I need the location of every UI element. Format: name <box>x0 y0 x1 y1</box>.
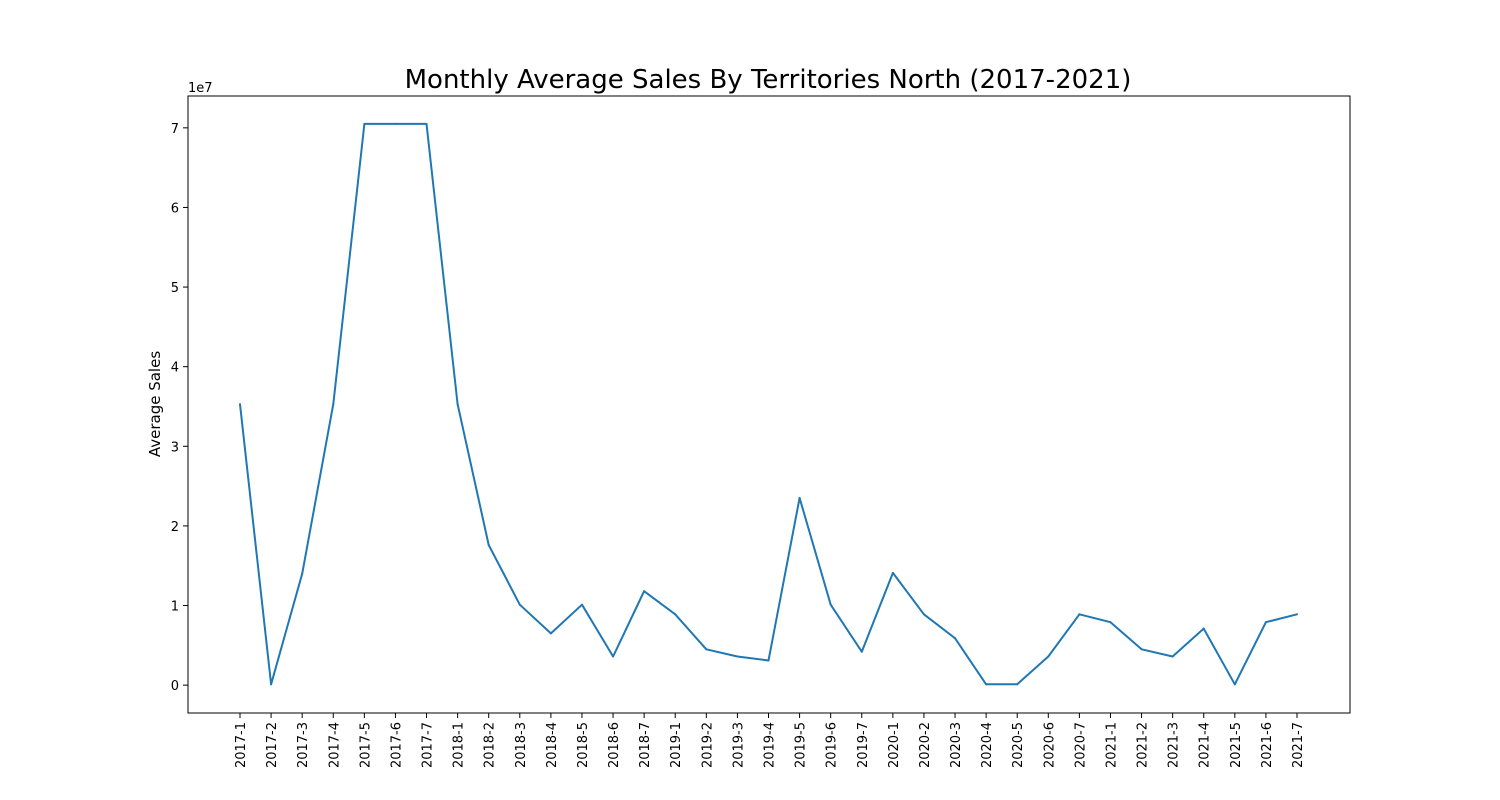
y-tick-label: 4 <box>171 361 179 376</box>
x-tick-label: 2018-6 <box>607 722 622 768</box>
data-point <box>1078 613 1081 616</box>
x-tick-label: 2017-2 <box>265 722 280 768</box>
data-point <box>612 655 615 658</box>
x-tick-label: 2018-4 <box>545 722 560 768</box>
x-tick-label: 2021-6 <box>1260 722 1275 768</box>
x-tick-label: 2020-1 <box>887 722 902 768</box>
y-tick-label: 6 <box>171 201 179 216</box>
x-tick-label: 2021-2 <box>1136 722 1151 768</box>
x-tick-label: 2017-3 <box>296 722 311 768</box>
data-point <box>1264 621 1267 624</box>
x-tick-label: 2017-4 <box>327 722 342 768</box>
x-tick-label: 2021-5 <box>1229 722 1244 768</box>
series-group <box>239 122 1298 686</box>
x-tick-label: 2020-7 <box>1073 722 1088 768</box>
x-tick-label: 2021-4 <box>1198 722 1213 768</box>
x-tick-label: 2020-3 <box>949 722 964 768</box>
x-tick-label: 2020-5 <box>1011 722 1026 768</box>
data-point <box>549 632 552 635</box>
data-point <box>332 403 335 406</box>
x-tick-label: 2018-1 <box>452 722 467 768</box>
data-point <box>425 122 428 125</box>
x-tick-label: 2020-4 <box>980 722 995 768</box>
data-point <box>580 603 583 606</box>
x-tick-label: 2018-5 <box>576 722 591 768</box>
series-line <box>239 122 1298 686</box>
y-tick-label: 2 <box>171 520 179 535</box>
x-axis: 2017-1 2017-2 2017-3 2017-4 2017-5 2017-6 2017… <box>234 713 1306 768</box>
y-tick-label: 5 <box>171 281 179 296</box>
data-point <box>301 572 304 575</box>
x-tick-label: 2019-6 <box>825 722 840 768</box>
data-point <box>705 648 708 651</box>
data-point <box>518 603 521 606</box>
data-point <box>674 613 677 616</box>
data-point <box>270 683 273 686</box>
x-tick-label: 2017-1 <box>234 722 249 768</box>
data-point <box>1233 683 1236 686</box>
data-point <box>394 122 397 125</box>
x-tick-label: 2019-7 <box>856 722 871 768</box>
x-tick-label: 2021-3 <box>1167 722 1182 768</box>
plot-frame <box>187 95 1351 714</box>
y-tick-label: 7 <box>171 122 179 137</box>
y-tick-label: 0 <box>171 679 179 694</box>
data-point <box>829 603 832 606</box>
x-tick-label: 2017-6 <box>389 722 404 768</box>
data-point <box>487 544 490 547</box>
data-point <box>1109 621 1112 624</box>
y-axis-offset-label: 1e7 <box>188 81 213 96</box>
x-tick-label: 2019-5 <box>794 722 809 768</box>
y-tick-label: 3 <box>171 440 179 455</box>
chart-title: Monthly Average Sales By Territories Nor… <box>405 65 1132 95</box>
data-point <box>239 403 241 406</box>
x-tick-label: 2021-7 <box>1291 722 1306 768</box>
x-tick-label: 2018-7 <box>638 722 653 768</box>
y-tick-label: 1 <box>171 600 179 615</box>
x-tick-label: 2020-2 <box>918 722 933 768</box>
x-tick-label: 2020-6 <box>1042 722 1057 768</box>
y-axis: 0 1 2 3 4 5 6 7 <box>171 122 188 694</box>
x-tick-label: 2019-4 <box>763 722 778 768</box>
data-point <box>860 650 863 653</box>
data-point <box>1296 613 1298 616</box>
data-point <box>643 590 646 593</box>
data-point <box>922 613 925 616</box>
x-tick-label: 2017-5 <box>358 722 373 768</box>
x-tick-label: 2017-7 <box>421 722 436 768</box>
x-tick-label: 2019-2 <box>700 722 715 768</box>
data-point <box>954 637 957 640</box>
data-point <box>891 571 894 574</box>
data-point <box>736 655 739 658</box>
data-point <box>1140 648 1143 651</box>
x-tick-label: 2018-2 <box>483 722 498 768</box>
data-point <box>1047 655 1050 658</box>
data-point <box>1202 627 1205 630</box>
data-point <box>363 122 366 125</box>
y-axis-label: Average Sales <box>146 351 164 457</box>
data-point <box>798 497 801 500</box>
data-point <box>1016 683 1019 686</box>
data-point <box>1171 655 1174 658</box>
data-point <box>767 659 770 662</box>
data-point <box>456 403 459 406</box>
x-tick-label: 2019-1 <box>669 722 684 768</box>
x-tick-label: 2021-1 <box>1104 722 1119 768</box>
data-point <box>985 683 988 686</box>
x-tick-label: 2018-3 <box>514 722 529 768</box>
x-tick-label: 2019-3 <box>731 722 746 768</box>
